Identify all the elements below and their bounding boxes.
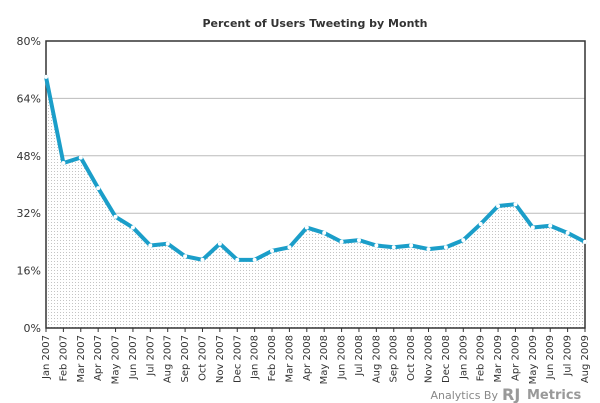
x-tick-label: Mar 2007 [76,335,87,383]
data-point [443,245,448,250]
x-tick-label: Apr 2007 [93,335,104,381]
x-tick-label: May 2009 [528,335,539,384]
data-point [548,223,553,228]
data-point [183,254,188,259]
x-tick-label: Jan 2008 [250,335,261,380]
data-point [130,225,135,230]
y-tick-label: 0% [24,322,41,335]
data-point [496,204,501,209]
x-tick-label: Jul 2007 [145,335,156,377]
data-point [217,241,222,246]
data-point [44,74,48,79]
analytics-credit: Analytics By RJ Metrics [430,385,581,403]
data-point [374,243,379,248]
x-tick-label: Dec 2008 [441,335,452,383]
data-point [322,230,327,235]
chart-title: Percent of Users Tweeting by Month [202,17,427,30]
data-point [78,155,83,160]
x-tick-label: Nov 2008 [424,335,435,383]
x-tick-label: Feb 2007 [58,335,69,381]
data-point [565,230,570,235]
x-tick-label: May 2008 [319,335,330,384]
x-tick-label: Jan 2009 [458,335,469,380]
x-tick-label: Jun 2008 [337,335,348,380]
x-tick-label: Feb 2008 [267,335,278,381]
data-point [583,239,587,244]
y-axis: 0% 16% 32% 48% 64% 80% [17,35,41,335]
data-point [96,186,101,191]
data-point [339,239,344,244]
x-tick-label: Jan 2007 [41,335,52,380]
data-point [513,202,518,207]
credit-prefix: Analytics By [430,389,498,402]
x-tick-label: Dec 2007 [232,335,243,383]
y-tick-label: 64% [17,92,41,105]
data-points [44,74,587,262]
x-tick-label: Apr 2009 [510,335,521,381]
credit-brand-rj: RJ [502,385,520,403]
data-point [270,248,275,253]
data-point [478,221,483,226]
data-point [461,238,466,243]
x-tick-label: Aug 2008 [371,335,382,383]
x-tick-label: Jul 2008 [354,335,365,377]
x-tick-label: Jul 2009 [563,335,574,377]
x-tick-label: Aug 2007 [163,335,174,383]
x-axis: Jan 2007 Feb 2007 Mar 2007 Apr 2007 May 2007… [41,328,591,384]
data-point [113,214,118,219]
x-tick-label: Mar 2009 [493,335,504,383]
x-tick-label: Sep 2007 [180,335,191,382]
x-tick-label: May 2007 [111,335,122,384]
y-tick-label: 80% [17,35,41,48]
x-tick-label: Oct 2007 [197,335,208,381]
y-tick-label: 16% [17,265,41,278]
x-tick-label: Mar 2008 [284,335,295,383]
data-point [356,238,361,243]
data-point [304,225,309,230]
data-point [200,257,205,262]
x-tick-label: Nov 2007 [215,335,226,383]
data-point [530,225,535,230]
data-point [409,243,414,248]
x-tick-label: Apr 2008 [302,335,313,381]
data-point [391,245,396,250]
y-tick-label: 48% [17,150,41,163]
x-tick-label: Sep 2008 [389,335,400,382]
x-tick-label: Aug 2009 [580,335,591,383]
y-tick-label: 32% [17,207,41,220]
x-tick-label: Jun 2007 [128,335,139,380]
data-point [148,243,153,248]
area-fill [46,76,585,328]
data-point [287,245,292,250]
data-point [235,257,240,262]
x-tick-label: Feb 2009 [476,335,487,381]
x-tick-label: Jun 2009 [545,335,556,380]
plot-frame [45,40,586,329]
series-line [44,74,587,262]
credit-brand-metrics: Metrics [527,388,582,403]
data-point [252,257,257,262]
data-point [426,247,431,252]
x-tick-label: Oct 2008 [406,335,417,381]
data-point [61,160,66,165]
data-point [165,241,170,246]
